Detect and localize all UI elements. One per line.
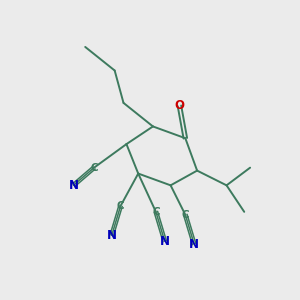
Text: C: C xyxy=(182,210,189,220)
Text: C: C xyxy=(152,207,160,217)
Text: N: N xyxy=(189,238,199,251)
Text: N: N xyxy=(107,229,117,242)
Text: N: N xyxy=(68,179,78,192)
Text: C: C xyxy=(90,163,98,173)
Text: N: N xyxy=(160,235,170,248)
Text: O: O xyxy=(174,99,184,112)
Text: C: C xyxy=(117,201,124,211)
